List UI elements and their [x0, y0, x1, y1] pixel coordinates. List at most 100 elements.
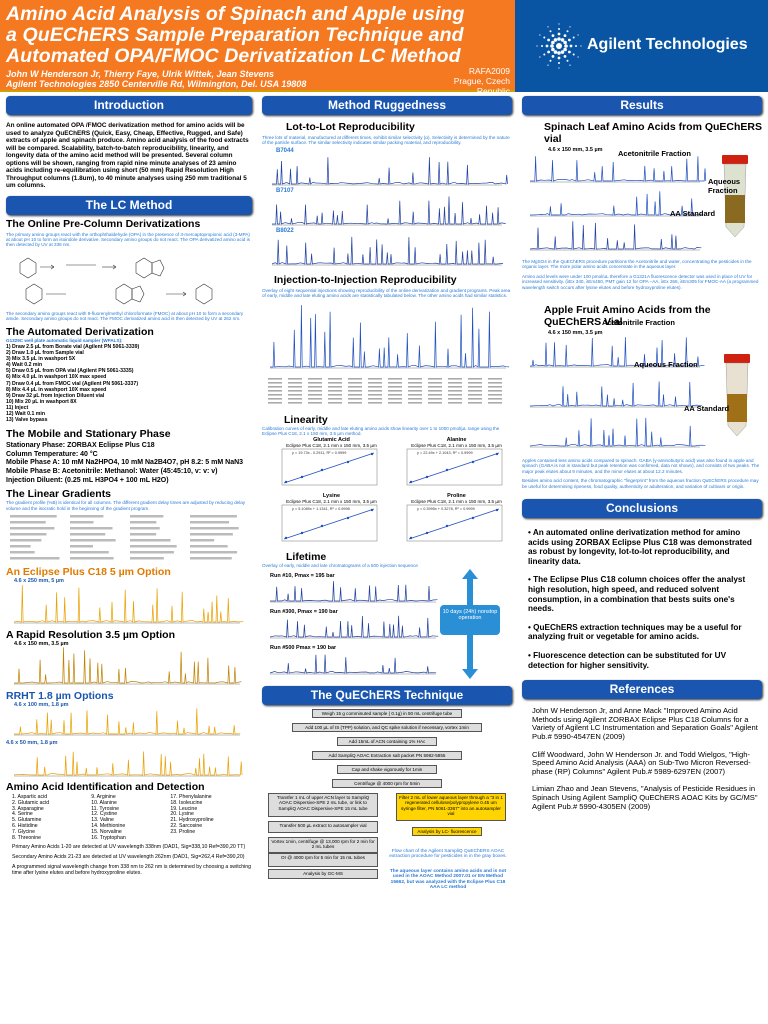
lifetime-trace [270, 580, 438, 603]
linearity-text: Calibration curves of early, middle and … [262, 425, 500, 437]
spinach-figure: 4.6 x 150 mm, 3.5 µm Acetonitrile Fracti… [522, 145, 762, 257]
data-point [425, 532, 429, 535]
chromatogram-line [269, 654, 437, 674]
data-point [409, 481, 413, 484]
table-cell [130, 520, 157, 524]
flow-note-2: The aqueous layer contains amino acids a… [389, 868, 507, 891]
lot-label: B7044 [276, 147, 294, 154]
chromatogram-line [14, 708, 241, 735]
amino-acid-list: 1. Aspartic acid 2. Glutamic acid 3. Aspar… [6, 793, 252, 841]
table-cell [10, 532, 47, 536]
stats-cell [388, 401, 402, 404]
conclusion-item: • Fluorescence detection can be substitu… [528, 651, 727, 670]
table-cell [70, 544, 93, 548]
poster-title: Amino Acid Analysis of Spinach and Apple… [6, 3, 465, 67]
stats-cell [288, 397, 302, 400]
linearity-plot [406, 449, 503, 486]
auto-step: 4) Wait 0.2 min [6, 362, 43, 369]
table-cell [190, 550, 238, 554]
flow-step: Cap and shake vigorously for 1min [337, 764, 437, 775]
stats-cell [388, 385, 402, 388]
apple-figure: 4.6 x 150 mm, 3.5 µm Acetonitrile Fracti… [522, 318, 762, 458]
stats-cell [288, 393, 302, 396]
spinach-chromatograms [529, 155, 748, 251]
table-cell [190, 532, 233, 536]
online-deriv-text2: The secondary amino groups react with 9-… [6, 310, 244, 322]
rr-option-heading: A Rapid Resolution 3.5 µm Option [6, 628, 175, 641]
table-cell [10, 526, 55, 530]
plot-frame [281, 449, 378, 486]
lot-chromatogram: B7044 [262, 148, 512, 188]
rr-col-label: 4.6 x 150 mm, 3.5 µm [14, 640, 69, 647]
table-cell [190, 520, 230, 524]
aa-list-item: 1. Aspartic acid [12, 793, 48, 800]
aa-list-item: 20. Lysine [170, 811, 194, 818]
chromatogram-line [270, 580, 438, 602]
stats-cell [468, 385, 482, 388]
table-cell [190, 538, 215, 542]
spinach-heading: Spinach Leaf Amino Acids from QuEChERS v… [544, 121, 762, 145]
stats-cell [488, 385, 502, 388]
stats-cell [348, 389, 362, 392]
stats-cell [448, 377, 462, 380]
data-point [284, 481, 288, 484]
opa-reaction-diagram [19, 257, 213, 305]
auto-step: 3) Mix 3.5 µL in washport 5X [6, 356, 76, 363]
intro-heading: Introduction [6, 96, 252, 115]
aa-list-item: 7. Glycine [12, 828, 36, 835]
lot-label: B7107 [276, 187, 294, 194]
data-point [320, 469, 324, 472]
stats-cell [308, 401, 322, 404]
stats-cell [428, 397, 442, 400]
rrht-option-heading: RRHT 1.8 µm Options [6, 689, 114, 702]
flow-step-lc: Filter 2 mL of lower aqueous layer throu… [396, 792, 506, 821]
spinach-label-std: AA Standard [670, 209, 716, 218]
conclusion-item: • QuEChERS extraction techniques may be … [528, 622, 742, 642]
stats-cell [328, 381, 342, 384]
quechers-heading: The QuEChERS Technique [262, 685, 512, 705]
chromatogram-line [529, 221, 702, 250]
table-cell [10, 544, 31, 548]
lifetime-heading: Lifetime [286, 551, 327, 564]
stats-cell [288, 377, 302, 380]
rrht-col1-label: 4.6 x 100 mm, 1.8 µm [14, 701, 69, 708]
injection-stats-table [268, 377, 502, 404]
auto-step: 8) Mix 4.4 µL in washport 10X max speed [6, 386, 107, 393]
table-cell [190, 556, 232, 560]
stats-cell [468, 401, 482, 404]
stats-cell [268, 385, 282, 388]
apple-label-aq: Aqueous Fraction [634, 360, 698, 370]
stats-cell [288, 385, 302, 388]
stats-cell [288, 381, 302, 384]
conclusion-item: • The Eclipse Plus C18 column choices of… [528, 575, 746, 614]
stats-cell [268, 401, 282, 404]
table-cell [70, 520, 94, 524]
aa-list-item: 8. Threonine [12, 834, 42, 841]
spinach-text2: Amino acid levels were under 100 pmol/uL… [522, 273, 759, 290]
lifetime-run-label: Run #500 Pmax = 190 bar [270, 644, 337, 651]
rrht-trace-1 [14, 708, 241, 736]
aa-list-item: 18. Isoleucine [170, 799, 203, 806]
aa-list-item: 12. Cystine [91, 811, 118, 818]
mobile-phase-list: Stationary Phase: ZORBAX Eclipse Plus C1… [6, 442, 252, 485]
flow-step-lc-analysis: Analysis by LC- fluorescence [412, 826, 482, 837]
chromatogram-line [14, 647, 242, 684]
stats-cell [468, 389, 482, 392]
table-cell [10, 520, 46, 524]
stats-cell [268, 389, 282, 392]
stats-cell [308, 389, 322, 392]
table-cell [10, 556, 60, 560]
aa-list-item: 4. Serine [12, 811, 33, 818]
chromatogram-line [529, 191, 702, 216]
auto-step: 5) Draw 0.5 µL from OPA vial (Agilent PN… [6, 368, 134, 375]
lifetime-chromatograms: Run #10, Pmax = 195 bar Run #300, Pmax = … [262, 568, 512, 681]
injection-overlay [270, 304, 510, 368]
linearity-equation: y = 19.73x - 0.2911, R² = 0.9999 [292, 451, 347, 456]
flow-step: Add 15mL of ACN containing 1% HAc [337, 736, 437, 747]
aa-list-item: 15. Norvaline [91, 828, 122, 835]
stats-cell [328, 385, 342, 388]
data-point [445, 469, 449, 472]
data-point [346, 517, 350, 520]
stats-cell [328, 393, 342, 396]
apple-heading: Apple Fruit Amino Acids from the QuEChER… [544, 304, 711, 329]
